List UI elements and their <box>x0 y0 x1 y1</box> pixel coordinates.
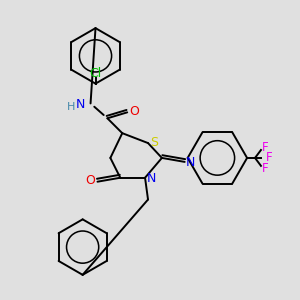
Text: N: N <box>186 156 195 170</box>
Text: F: F <box>262 140 268 154</box>
Text: S: S <box>150 136 158 148</box>
Text: N: N <box>76 98 85 111</box>
Text: Cl: Cl <box>89 67 102 80</box>
Text: F: F <box>262 162 268 175</box>
Text: O: O <box>85 174 95 187</box>
Text: O: O <box>129 105 139 118</box>
Text: F: F <box>266 152 272 164</box>
Text: N: N <box>146 172 156 185</box>
Text: H: H <box>67 102 75 112</box>
